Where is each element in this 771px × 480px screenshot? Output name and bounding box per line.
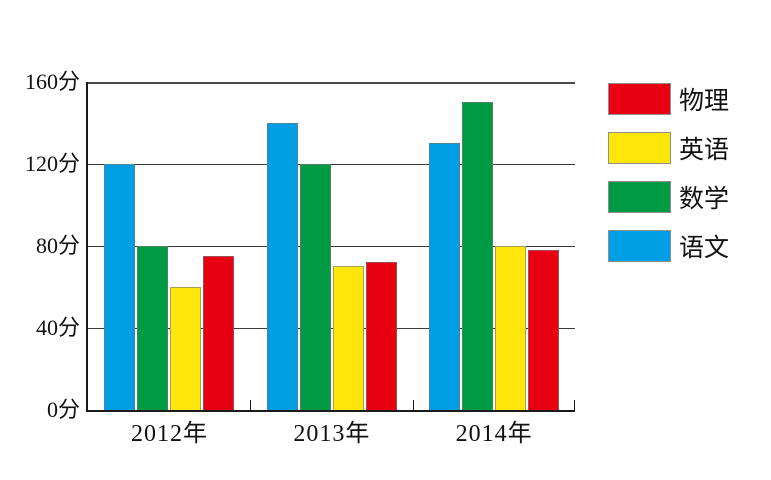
legend-label: 物理 [679,88,730,115]
legend-label: 英语 [679,137,730,164]
bar-语文-2013年 [266,123,298,410]
legend-entry-数学: 数学 [608,181,729,213]
bar-数学-2014年 [461,102,493,410]
legend-entry-英语: 英语 [608,132,729,164]
gridline-160 [88,82,575,84]
x-axis-tick [412,400,414,410]
y-tick-label: 120分 [24,151,80,176]
bar-英语-2014年 [494,246,526,410]
bar-英语-2012年 [170,287,202,410]
y-tick-label: 40分 [35,315,80,340]
bar-物理-2013年 [365,262,397,410]
x-tick-label: 2014年 [455,421,533,447]
legend-swatch [608,230,671,262]
bar-语文-2012年 [104,164,136,410]
gridline-40 [88,327,575,329]
y-tick-label: 80分 [35,233,80,258]
legend-label: 语文 [679,235,730,262]
y-axis-line [86,82,88,412]
legend-swatch [608,132,671,164]
x-axis-tick [574,400,575,410]
bar-英语-2013年 [332,266,364,410]
legend-label: 数学 [679,186,730,213]
x-axis-line [86,410,575,412]
bar-语文-2014年 [428,143,460,410]
y-tick-label: 0分 [46,397,80,422]
legend-swatch [608,83,671,115]
x-tick-label: 2013年 [293,421,371,447]
legend-swatch [608,181,671,213]
y-tick-label: 160分 [24,69,80,94]
bar-物理-2014年 [527,250,559,410]
x-axis-tick [250,400,252,410]
legend-entry-物理: 物理 [608,83,729,115]
gridline-120 [88,163,575,165]
bar-数学-2013年 [299,164,331,410]
plot-area [86,82,575,412]
x-tick-label: 2012年 [131,421,208,447]
bar-物理-2012年 [203,256,235,410]
gridline-80 [88,245,575,247]
legend-entry-语文: 语文 [608,230,729,262]
bar-数学-2012年 [137,246,169,410]
